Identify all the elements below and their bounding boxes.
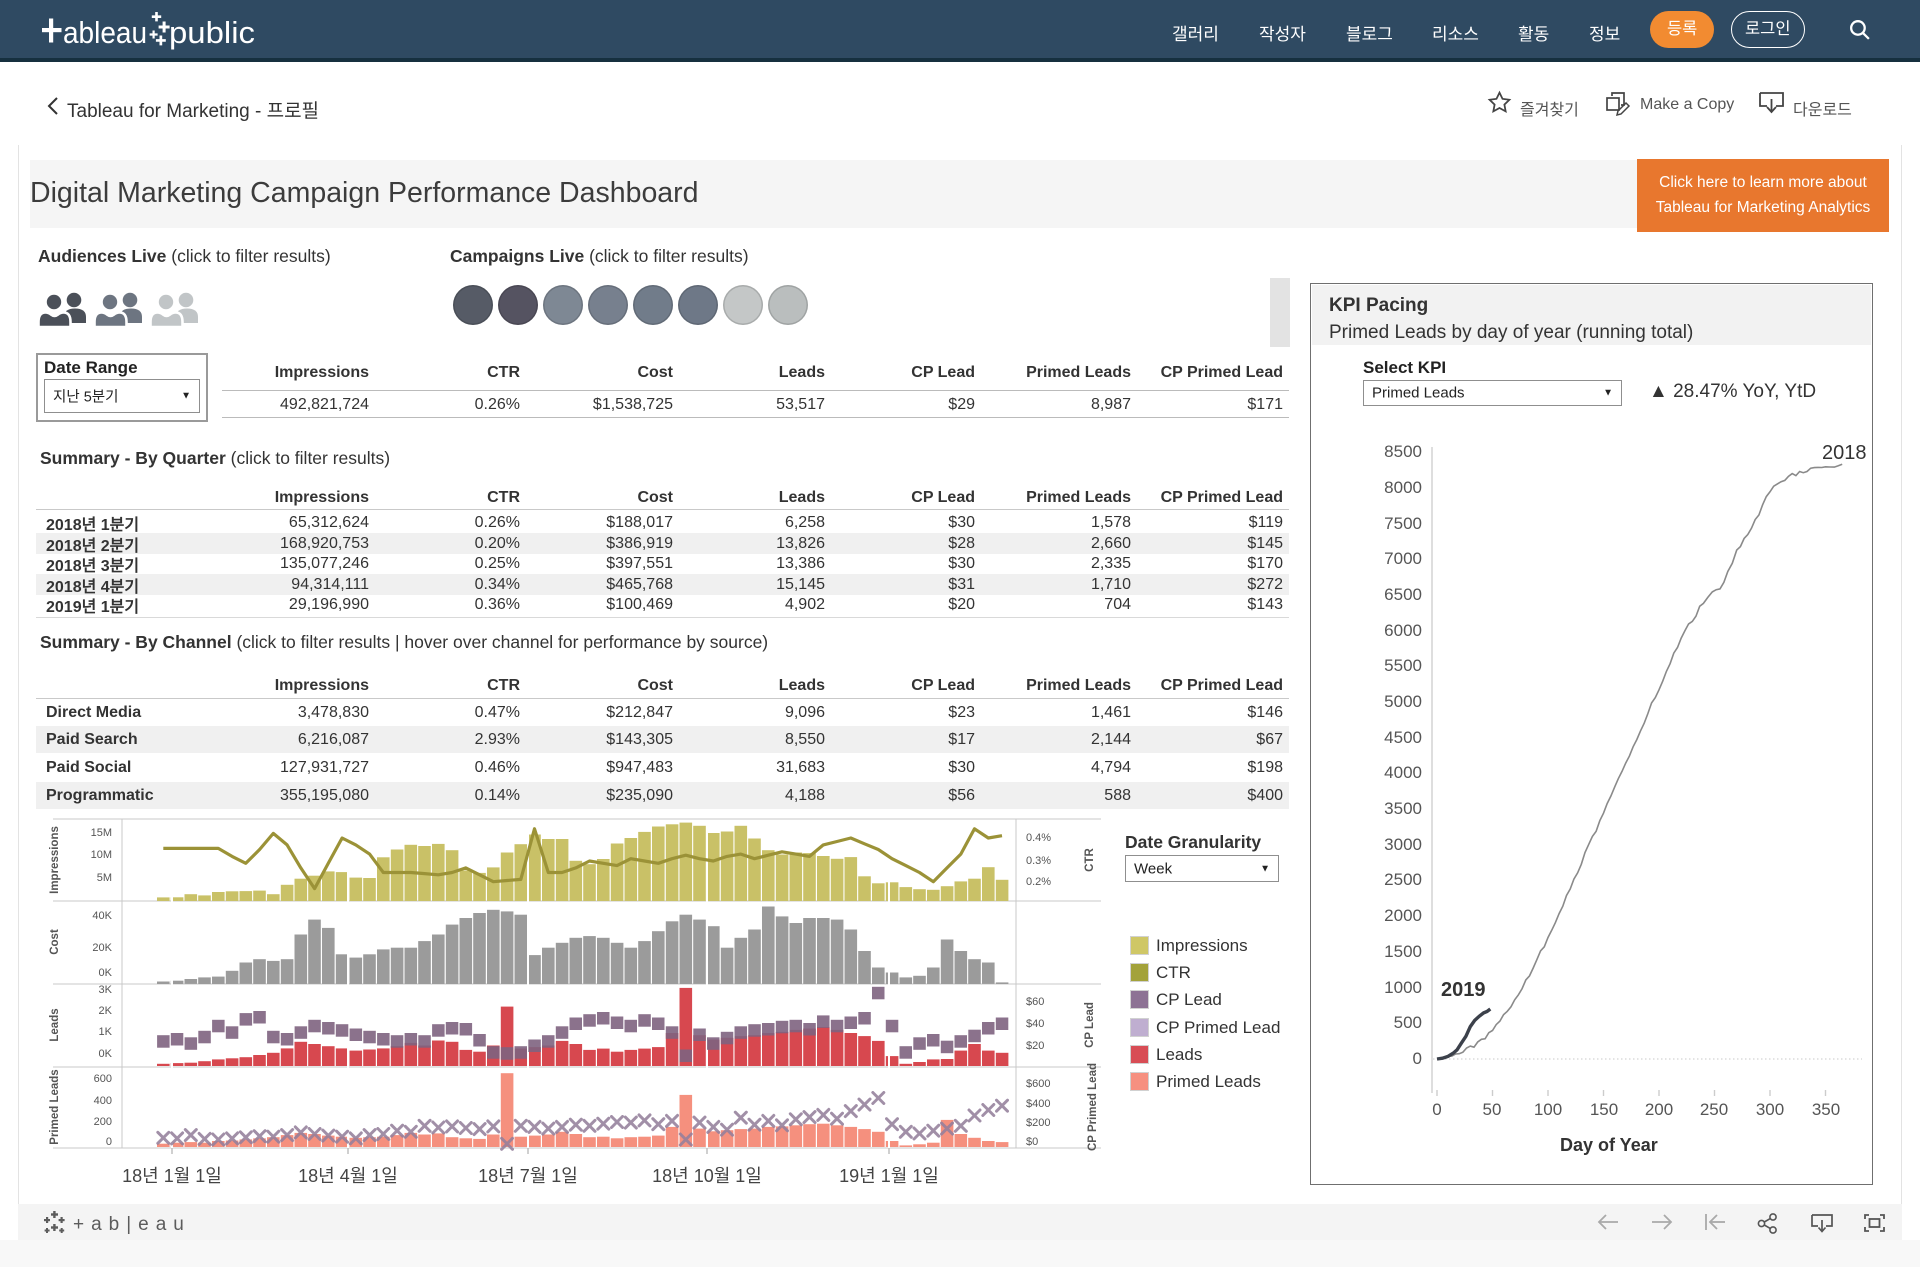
svg-text:public: public [169,15,255,50]
svg-text:+ab|eau: +ab|eau [73,1214,191,1235]
svg-text:ableau: ableau [63,15,147,50]
